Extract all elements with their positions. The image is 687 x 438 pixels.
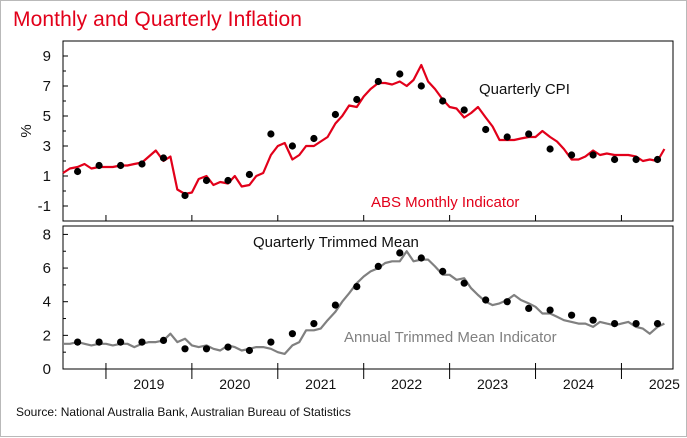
quarterly-trimmed-mean-point [589, 316, 597, 324]
quarterly-cpi-point [653, 155, 662, 164]
quarterly-cpi-point [159, 154, 168, 162]
top-panel-border [62, 40, 674, 222]
quarterly-trimmed-mean-point [202, 345, 211, 353]
quarterly-cpi-point [589, 151, 597, 159]
quarterly-trimmed-mean-point [439, 267, 447, 275]
x-tick-label: 2025 [649, 376, 680, 392]
quarterly-cpi-point [181, 191, 189, 200]
y-tick-label: 5 [43, 108, 51, 125]
quarterly-trimmed-mean-point [568, 311, 576, 319]
y-tick-label: 3 [43, 138, 51, 155]
quarterly-trimmed-mean-point [482, 296, 490, 304]
y-tick-label: 6 [43, 260, 51, 277]
y-tick-label: -1 [38, 198, 51, 215]
quarterly-trimmed-mean-point [288, 330, 296, 338]
quarterly-cpi-point [460, 106, 468, 114]
quarterly-trimmed-mean-point [181, 345, 189, 353]
quarterly-trimmed-mean-point [460, 279, 468, 287]
quarterly-cpi-point [74, 167, 82, 176]
quarterly-cpi-point [503, 133, 511, 141]
quarterly-trimmed-mean-point [525, 304, 533, 312]
quarterly-cpi-point [310, 134, 318, 143]
x-tick-label: 2022 [391, 376, 422, 392]
y-tick-label: 7 [43, 78, 51, 95]
x-tick-label: 2020 [219, 376, 250, 392]
quarterly-trimmed-mean-point [159, 336, 168, 344]
quarterly-trimmed-mean-point [396, 249, 404, 257]
x-tick-label: 2023 [477, 376, 508, 392]
y-tick-label: 8 [43, 226, 51, 243]
quarterly-cpi-point [374, 77, 382, 86]
quarterly-cpi-point [95, 161, 103, 170]
quarterly-cpi-point [288, 142, 296, 150]
quarterly-cpi-point [568, 151, 576, 159]
y-tick-label: 0 [43, 361, 51, 378]
y-tick-label: 1 [43, 168, 51, 185]
quarterly-cpi-point [439, 97, 447, 105]
quarterly-trimmed-mean-point [353, 283, 361, 291]
x-tick-label: 2024 [563, 376, 594, 392]
y-tick-label: 2 [43, 327, 51, 344]
monthly-cpi-line [62, 63, 666, 196]
quarterly-cpi-point [632, 155, 640, 164]
quarterly-cpi-point [611, 155, 619, 164]
quarterly-cpi-point [353, 95, 361, 104]
monthly-indicator-label: ABS Monthly Indicator [371, 194, 519, 211]
quarterly-cpi-point [482, 125, 490, 134]
quarterly-cpi-point [267, 130, 275, 138]
quarterly-trimmed-mean-point [224, 343, 232, 351]
y-axis-label: % [18, 124, 35, 137]
bottom-panel-border [62, 225, 674, 370]
x-tick-label: 2021 [305, 376, 336, 392]
quarterly-trimmed-mean-point [331, 301, 339, 309]
chart-title: Monthly and Quarterly Inflation [13, 8, 303, 31]
quarterly-trimmed-mean-point [653, 320, 662, 328]
x-tick-label: 2019 [133, 376, 164, 392]
quarterly-cpi-point [245, 170, 253, 179]
quarterly-cpi-label: Quarterly CPI [479, 81, 570, 98]
quarterly-trimmed-mean-point [138, 338, 146, 346]
quarterly-trimmed-mean-point [417, 254, 425, 262]
quarterly-trimmed-mean-point [310, 320, 318, 328]
quarterly-trimmed-mean-point [267, 338, 275, 346]
quarterly-trimmed-mean-point [74, 338, 82, 346]
quarterly-cpi-point [138, 160, 146, 168]
quarterly-cpi-point [546, 145, 554, 153]
quarterly-trimmed-mean-point [632, 320, 640, 328]
quarterly-trimmed-mean-point [611, 320, 619, 328]
quarterly-cpi-point [525, 130, 533, 138]
source-note: Source: National Australia Bank, Austral… [16, 405, 351, 419]
quarterly-trimmed-mean-point [245, 346, 253, 355]
y-tick-label: 4 [43, 294, 51, 311]
quarterly-cpi-point [396, 70, 404, 78]
y-tick-label: 9 [43, 48, 51, 65]
quarterly-cpi-point [224, 176, 232, 185]
quarterly-trimmed-mean-point [546, 306, 554, 314]
quarterly-trimmed-mean-point [503, 298, 511, 306]
quarterly-cpi-point [331, 110, 339, 119]
quarterly-trimmed-mean-label: Quarterly Trimmed Mean [253, 234, 419, 251]
quarterly-trimmed-mean-point [117, 338, 125, 346]
quarterly-cpi-point [117, 161, 125, 170]
annual-trimmed-mean-label: Annual Trimmed Mean Indicator [344, 329, 557, 346]
quarterly-cpi-point [202, 176, 211, 185]
quarterly-cpi-point [417, 82, 425, 90]
quarterly-trimmed-mean-point [95, 338, 103, 346]
quarterly-trimmed-mean-point [374, 262, 382, 270]
